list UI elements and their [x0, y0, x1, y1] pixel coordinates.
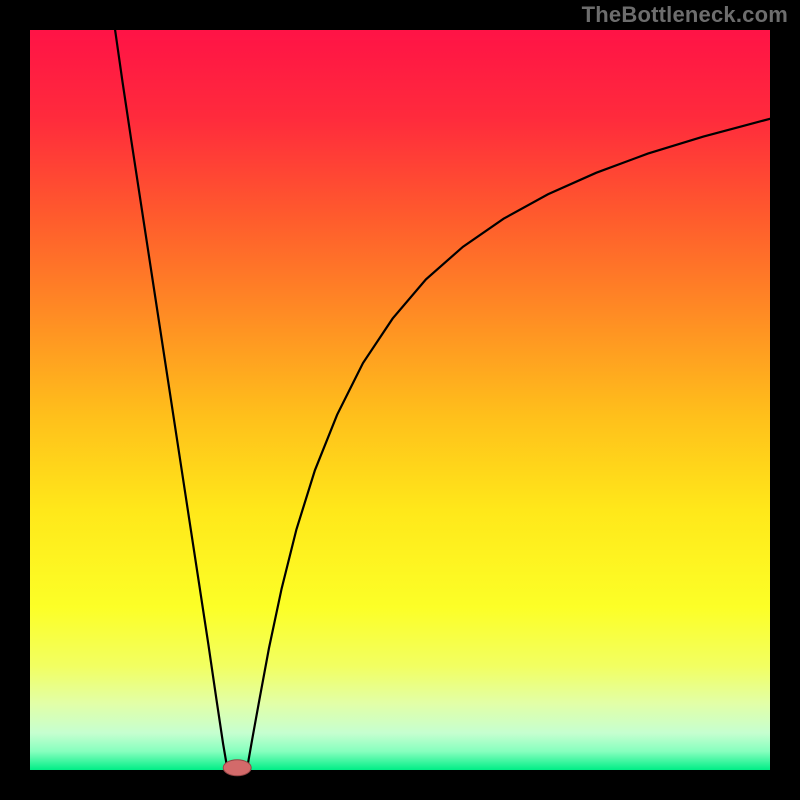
chart-container: TheBottleneck.com [0, 0, 800, 800]
watermark-text: TheBottleneck.com [582, 2, 788, 28]
curve-minimum-marker [223, 760, 251, 776]
plot-area [30, 30, 770, 770]
bottleneck-chart [0, 0, 800, 800]
